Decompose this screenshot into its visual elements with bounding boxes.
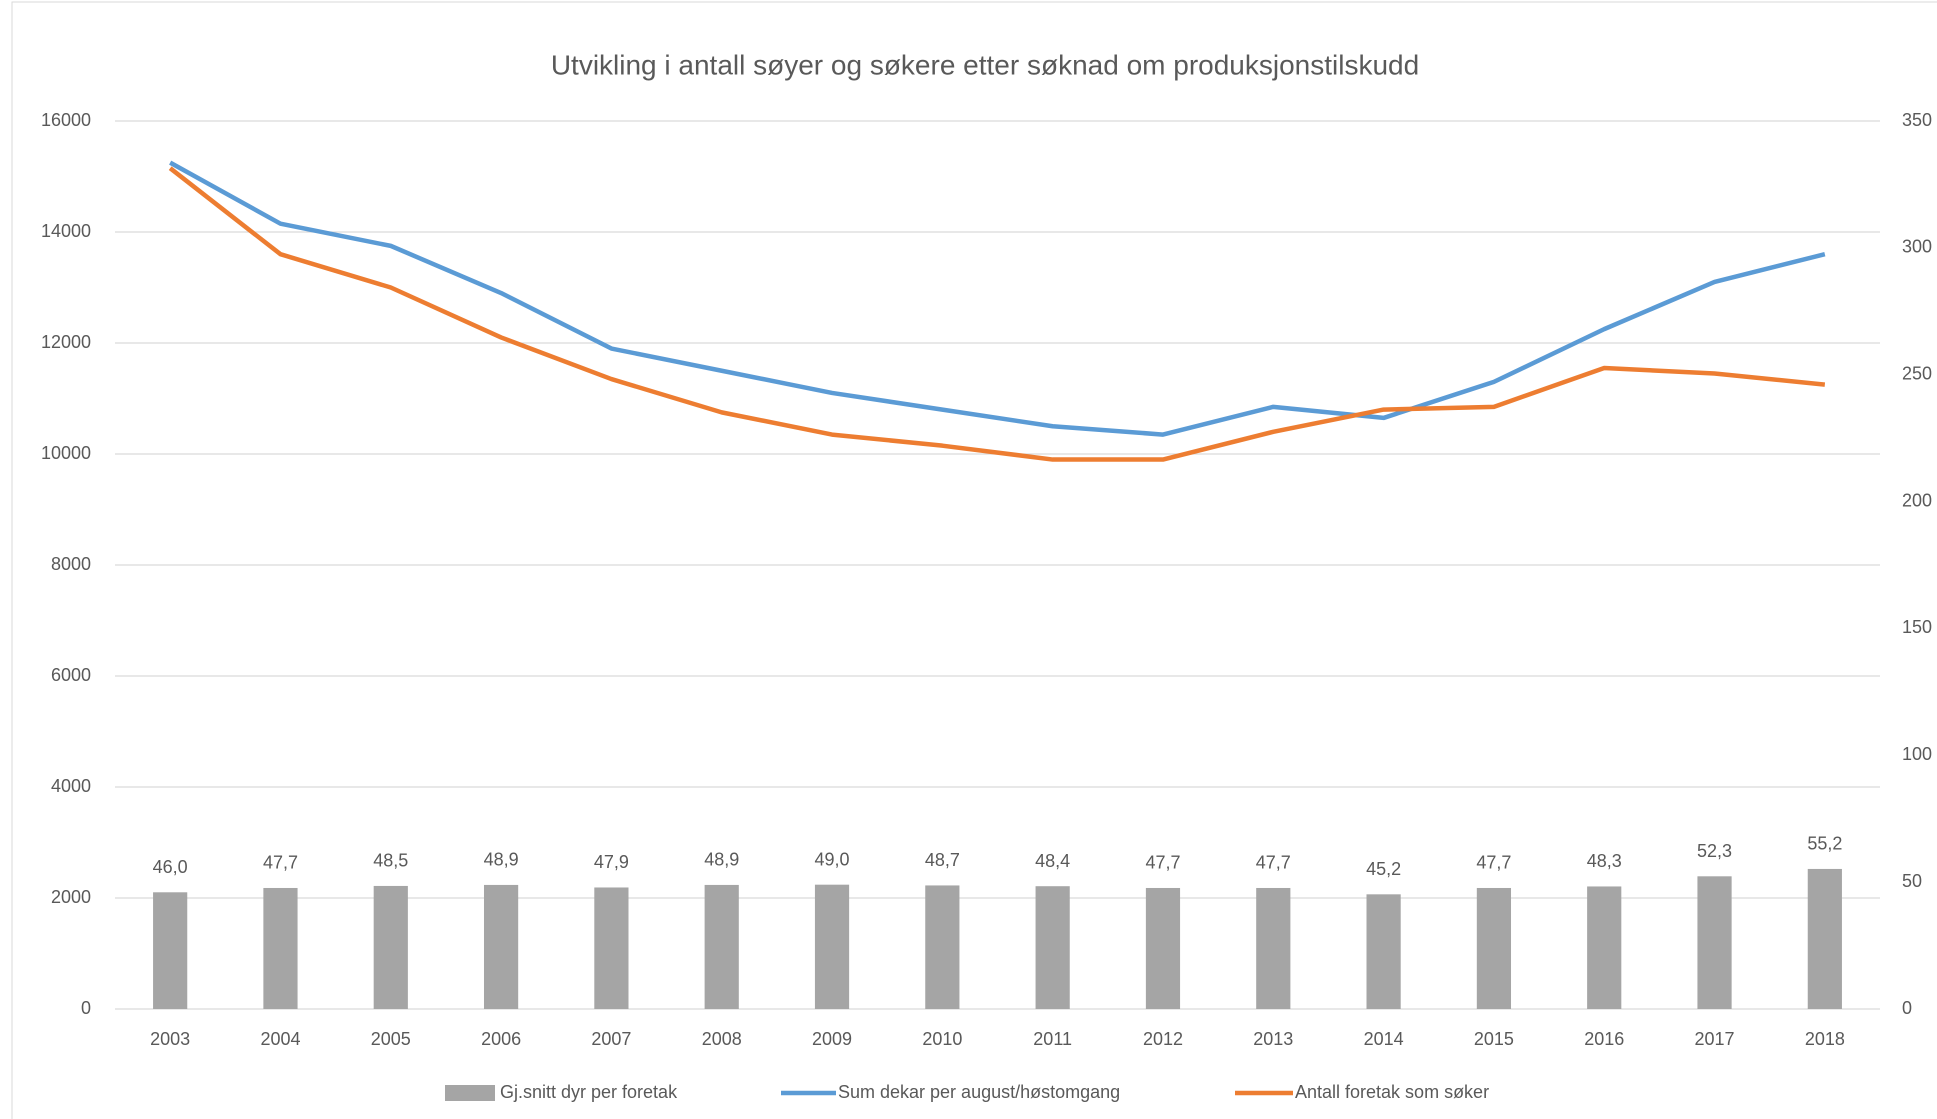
bar xyxy=(594,887,629,1009)
x-tick-label: 2014 xyxy=(1364,1029,1404,1049)
x-tick-label: 2016 xyxy=(1584,1029,1624,1049)
bar xyxy=(153,892,188,1009)
data-label: 47,7 xyxy=(1145,853,1180,873)
line xyxy=(168,166,1826,462)
data-label: 48,7 xyxy=(925,850,960,870)
data-label: 47,7 xyxy=(263,853,298,873)
bar xyxy=(263,887,298,1009)
legend-label: Sum dekar per august/høstomgang xyxy=(838,1082,1120,1102)
data-label: 47,7 xyxy=(1256,853,1291,873)
bar xyxy=(1366,894,1401,1009)
x-tick-label: 2017 xyxy=(1695,1029,1735,1049)
y-tick-label: 14000 xyxy=(41,221,91,241)
bar xyxy=(1145,887,1181,1009)
line xyxy=(169,160,1826,437)
x-tick-label: 2008 xyxy=(702,1029,742,1049)
data-label: 48,9 xyxy=(704,850,739,870)
y-tick-label: 6000 xyxy=(51,665,91,685)
bar xyxy=(1807,868,1842,1009)
x-tick-label: 2010 xyxy=(922,1029,962,1049)
bar xyxy=(373,885,408,1009)
y-tick-label: 2000 xyxy=(51,887,91,907)
legend-label: Antall foretak som søker xyxy=(1295,1082,1489,1102)
data-label: 55,2 xyxy=(1807,834,1842,854)
data-label: 47,9 xyxy=(594,852,629,872)
x-tick-label: 2018 xyxy=(1805,1029,1845,1049)
legend-label: Gj.snitt dyr per foretak xyxy=(500,1082,678,1102)
y-tick-label: 16000 xyxy=(41,110,91,130)
data-label: 48,5 xyxy=(373,851,408,871)
chart-frame xyxy=(11,1,1937,1119)
bar xyxy=(1476,887,1512,1009)
data-label: 45,2 xyxy=(1366,859,1401,879)
y2-tick-label: 300 xyxy=(1902,237,1932,257)
bar xyxy=(1587,886,1622,1009)
x-tick-label: 2015 xyxy=(1474,1029,1514,1049)
y-tick-label: 0 xyxy=(81,998,91,1018)
y-tick-label: 8000 xyxy=(51,554,91,574)
x-tick-label: 2009 xyxy=(812,1029,852,1049)
data-label: 52,3 xyxy=(1697,841,1732,861)
x-tick-label: 2004 xyxy=(260,1029,300,1049)
bar xyxy=(925,885,960,1009)
bar xyxy=(814,884,850,1009)
y-tick-label: 12000 xyxy=(41,332,91,352)
x-tick-label: 2006 xyxy=(481,1029,521,1049)
y2-tick-label: 50 xyxy=(1902,871,1922,891)
x-tick-label: 2003 xyxy=(150,1029,190,1049)
y2-tick-label: 250 xyxy=(1902,363,1932,383)
x-tick-label: 2011 xyxy=(1033,1029,1072,1049)
x-tick-label: 2005 xyxy=(371,1029,411,1049)
data-label: 49,0 xyxy=(815,849,850,869)
x-tick-label: 2007 xyxy=(591,1029,631,1049)
bar xyxy=(1697,876,1732,1009)
y-tick-label: 10000 xyxy=(41,443,91,463)
data-label: 47,7 xyxy=(1476,853,1511,873)
bar xyxy=(483,884,519,1009)
data-label: 48,3 xyxy=(1587,851,1622,871)
legend-swatch xyxy=(445,1085,495,1101)
data-label: 48,4 xyxy=(1035,851,1070,871)
x-tick-label: 2013 xyxy=(1253,1029,1293,1049)
y2-tick-label: 150 xyxy=(1902,617,1932,637)
y2-tick-label: 100 xyxy=(1902,744,1932,764)
y2-tick-label: 200 xyxy=(1902,490,1932,510)
data-label: 46,0 xyxy=(153,857,188,877)
y2-tick-label: 0 xyxy=(1902,998,1912,1018)
bar xyxy=(1256,887,1291,1009)
x-tick-label: 2012 xyxy=(1143,1029,1183,1049)
y-tick-label: 4000 xyxy=(51,776,91,796)
data-label: 48,9 xyxy=(484,850,519,870)
chart-title: Utvikling i antall søyer og søkere etter… xyxy=(551,49,1419,80)
bar xyxy=(704,884,739,1009)
y2-tick-label: 350 xyxy=(1902,110,1932,130)
bar xyxy=(1035,886,1070,1009)
